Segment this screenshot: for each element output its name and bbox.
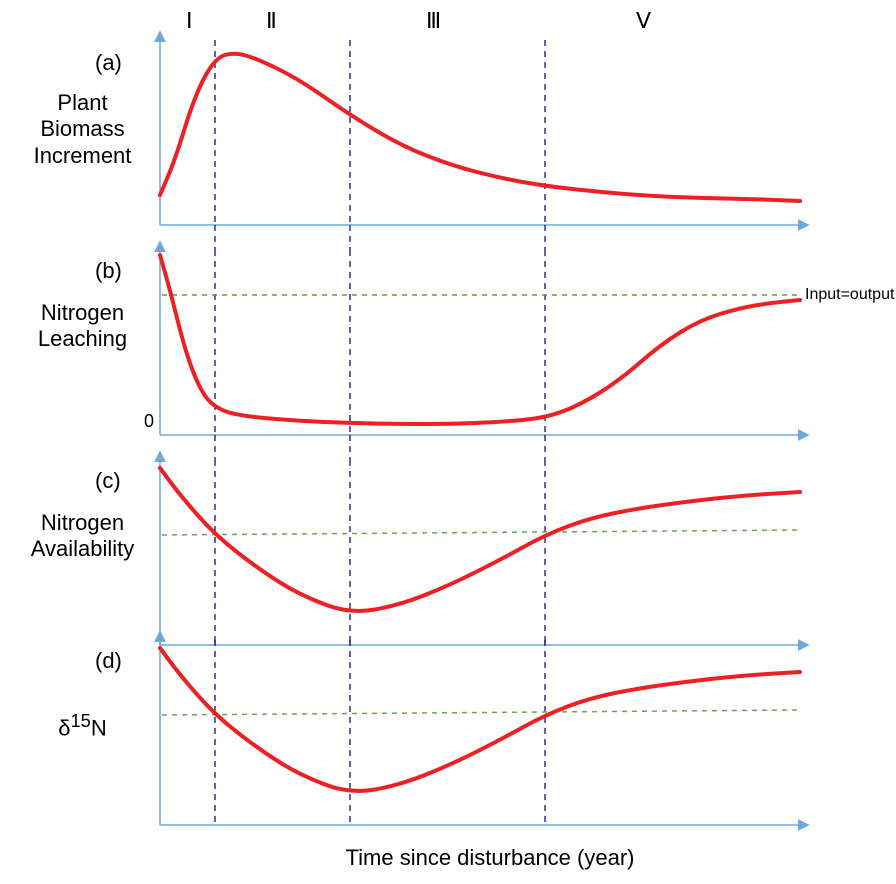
axis-zero-b: 0 [144,411,154,432]
panel-letter-d: (d) [95,648,122,674]
y-label-a: PlantBiomassIncrement [10,90,155,169]
panel-letter-a: (a) [95,50,122,76]
y-label-c: NitrogenAvailability [10,510,155,563]
figure-root: Ⅰ Ⅱ Ⅲ Ⅴ (a) (b) (c) (d) PlantBiomassIncr… [0,0,896,884]
x-axis-label: Time since disturbance (year) [300,845,680,871]
panel-letter-b: (b) [95,258,122,284]
y-label-b: NitrogenLeaching [10,300,155,353]
annotation-input-output: Input=output [805,286,894,304]
y-label-d: δ15N [10,710,155,742]
panel-letter-c: (c) [95,468,121,494]
